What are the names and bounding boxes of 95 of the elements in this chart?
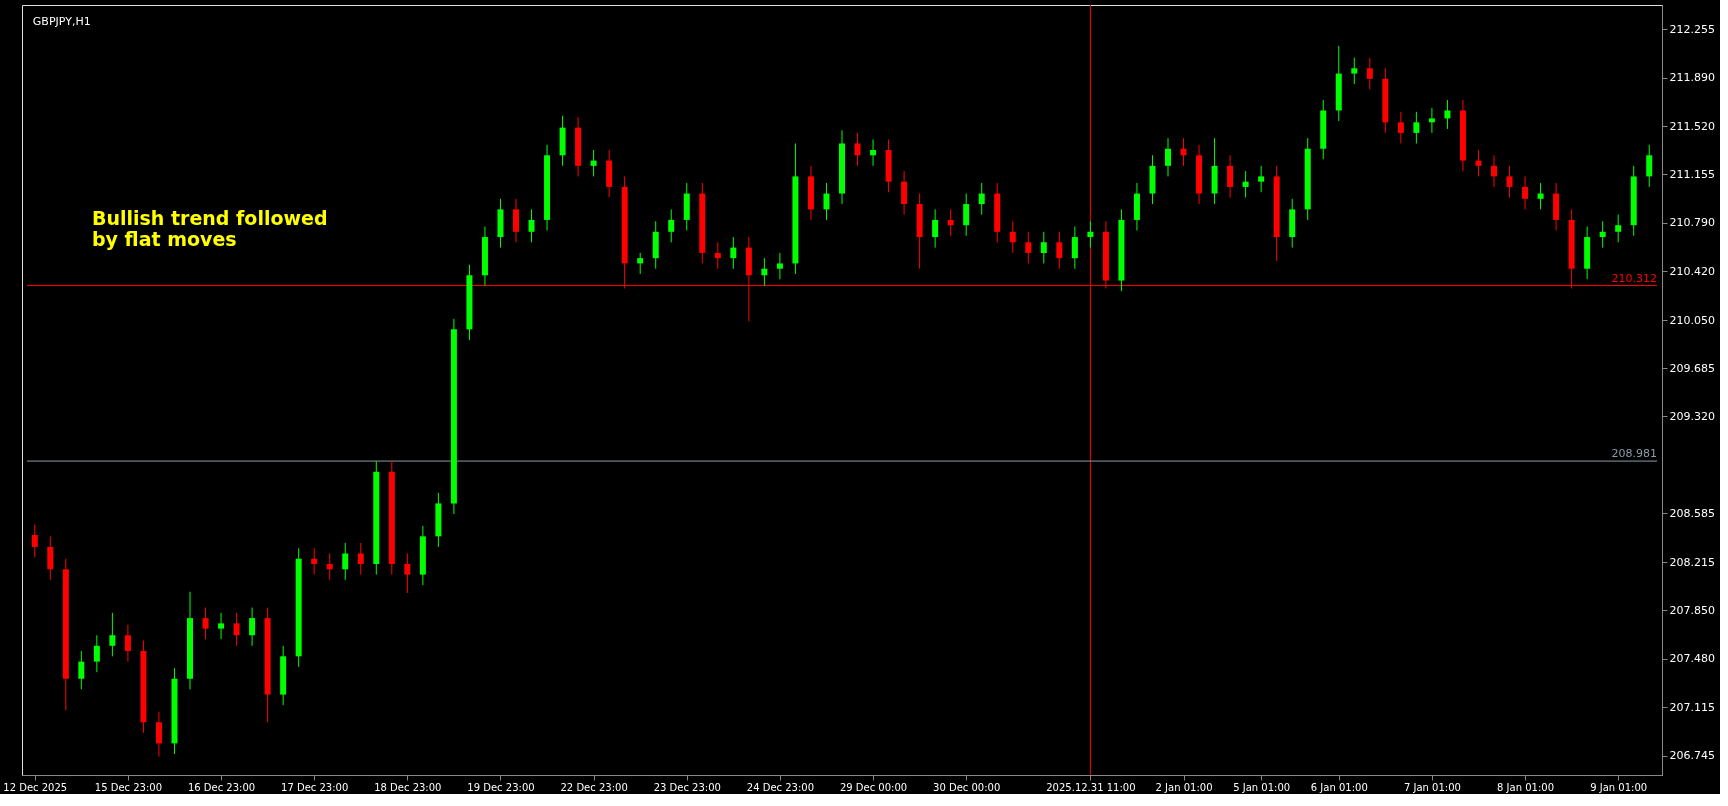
candlestick xyxy=(357,542,364,576)
candlestick xyxy=(31,523,38,558)
candlestick xyxy=(978,182,985,216)
x-tick-label: 18 Dec 23:00 xyxy=(374,781,442,793)
candlestick xyxy=(311,547,318,576)
y-tick-label: 210.790 xyxy=(1669,216,1715,230)
candlestick xyxy=(637,252,644,275)
y-tick-label: 210.420 xyxy=(1669,264,1715,278)
x-tick-label: 2025.12.31 11:00 xyxy=(1046,781,1136,793)
candlestick xyxy=(870,138,877,167)
candlestick xyxy=(78,650,85,690)
y-tick-label: 207.480 xyxy=(1669,652,1715,666)
x-tick-label: 15 Dec 23:00 xyxy=(94,781,163,793)
candlestick xyxy=(93,634,100,673)
candlestick xyxy=(932,208,939,249)
y-tick-label: 209.685 xyxy=(1669,361,1715,375)
candlestick xyxy=(202,607,209,640)
candlestick xyxy=(1165,137,1171,177)
candlestick xyxy=(1522,175,1529,210)
candlestick xyxy=(1351,57,1358,85)
x-tick-label: 30 Dec 00:00 xyxy=(933,781,1001,793)
y-tick-label: 207.115 xyxy=(1669,700,1715,714)
x-tick-label: 22 Dec 23:00 xyxy=(560,781,628,793)
candlestick xyxy=(1258,165,1265,193)
candlestick xyxy=(1475,149,1482,177)
x-tick-label: 8 Jan 01:00 xyxy=(1497,781,1555,793)
candlestick xyxy=(1071,226,1078,270)
candlestick xyxy=(823,182,830,221)
candlestick xyxy=(1428,107,1435,134)
annotation: Bullish trend followed by flat moves xyxy=(92,207,328,250)
y-tick-label: 211.155 xyxy=(1669,167,1715,181)
candlestick xyxy=(1025,231,1032,264)
y-tick-label: 206.745 xyxy=(1669,749,1715,763)
candlestick xyxy=(1180,137,1187,167)
candlestick xyxy=(761,257,768,287)
candlestick xyxy=(1056,231,1063,270)
candlestick xyxy=(590,149,597,177)
candlestick xyxy=(1242,170,1249,198)
candlestick xyxy=(404,552,411,594)
candlestick xyxy=(1491,154,1497,188)
candlestick xyxy=(1040,231,1047,264)
candlestick xyxy=(776,252,783,280)
candlestick xyxy=(1444,99,1451,130)
candlestick xyxy=(528,208,535,243)
candlestick xyxy=(1615,214,1622,243)
x-tick-label: 7 Jan 01:00 xyxy=(1403,781,1461,793)
x-tick-label: 23 Dec 23:00 xyxy=(653,781,721,793)
ref-line-label: 208.981 xyxy=(1611,447,1657,461)
y-tick-label: 209.320 xyxy=(1669,409,1715,423)
y-tick-label: 208.215 xyxy=(1669,555,1715,569)
candlestick xyxy=(1646,144,1653,188)
ref-line-label: 210.312 xyxy=(1611,271,1657,285)
x-tick-label: 16 Dec 23:00 xyxy=(187,781,256,793)
x-tick-label: 24 Dec 23:00 xyxy=(746,781,815,793)
candlestick xyxy=(155,711,162,758)
candlestick xyxy=(947,208,954,237)
y-tick-label: 207.850 xyxy=(1669,603,1715,617)
y-tick-label: 211.520 xyxy=(1669,119,1715,133)
candlestick xyxy=(1397,111,1404,144)
x-tick-label: 5 Jan 01:00 xyxy=(1233,781,1291,793)
candlestick xyxy=(1599,220,1606,249)
x-tick-label: 9 Jan 01:00 xyxy=(1590,781,1648,793)
candlestick xyxy=(668,208,675,243)
x-tick-label: 6 Jan 01:00 xyxy=(1310,781,1368,793)
candlestick xyxy=(1366,57,1373,90)
candlestick xyxy=(901,170,908,216)
candlestick xyxy=(124,624,131,663)
x-tick-label: 19 Dec 23:00 xyxy=(467,781,535,793)
candlestick xyxy=(109,612,116,657)
y-tick-label: 210.050 xyxy=(1669,313,1715,327)
x-tick-label: 12 Dec 2025 xyxy=(3,781,68,793)
text: GBPJPY,H1 xyxy=(32,14,91,28)
candlestick xyxy=(1506,165,1513,198)
candlestick xyxy=(342,542,349,581)
y-tick-label: 212.255 xyxy=(1669,22,1715,36)
candlestick xyxy=(249,607,256,647)
candlestick xyxy=(1537,182,1544,210)
candlestick xyxy=(714,241,721,270)
candlestick xyxy=(1227,154,1234,198)
candlestick xyxy=(233,612,240,647)
candlestick xyxy=(513,198,519,243)
candlestick xyxy=(218,612,225,640)
candlestick xyxy=(1413,111,1420,144)
x-tick-label: 2 Jan 01:00 xyxy=(1155,781,1213,793)
x-tick-label: 17 Dec 23:00 xyxy=(281,781,349,793)
candlestick xyxy=(854,132,861,167)
candlestick xyxy=(326,552,333,581)
candlestick xyxy=(730,236,737,270)
candlestick xyxy=(1009,220,1016,254)
y-tick-label: 211.890 xyxy=(1669,71,1715,85)
candlestick xyxy=(47,535,54,581)
candlestick xyxy=(963,193,970,237)
candlestick xyxy=(1087,220,1094,249)
y-tick-label: 208.585 xyxy=(1669,506,1715,520)
x-tick-label: 29 Dec 00:00 xyxy=(839,781,908,793)
